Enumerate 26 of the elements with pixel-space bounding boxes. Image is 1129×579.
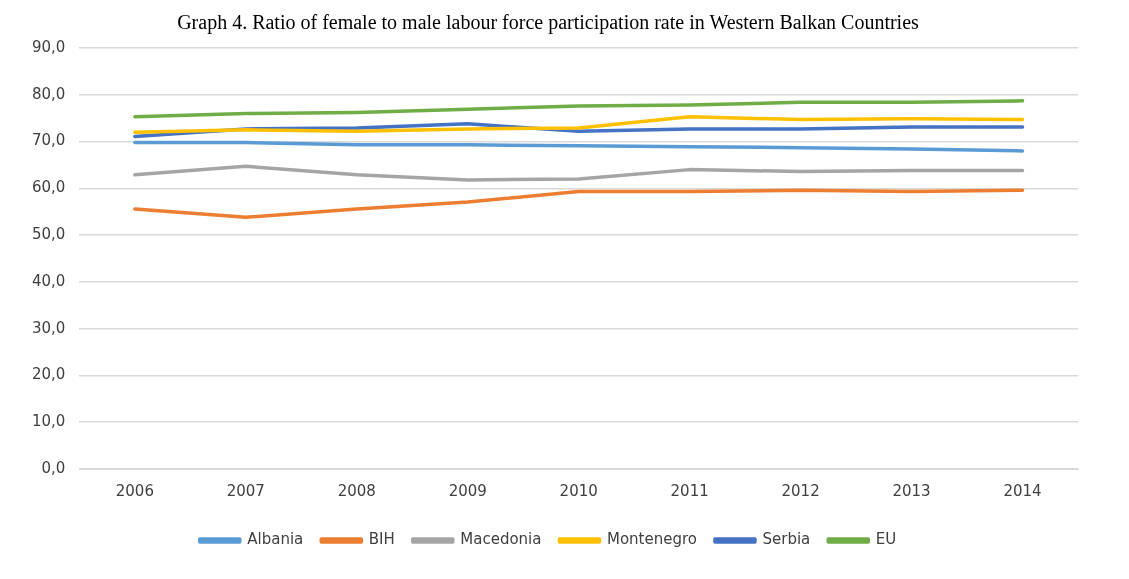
x-tick-label: 2008 — [337, 481, 376, 500]
y-tick-label: 0,0 — [41, 458, 66, 477]
chart-title: Graph 4. Ratio of female to male labour force participation rate in Western Balkan Countries — [177, 11, 920, 35]
x-tick-label: 2007 — [226, 481, 265, 500]
legend-label: Serbia — [762, 530, 811, 549]
y-tick-label: 10,0 — [31, 412, 66, 431]
x-tick-label: 2014 — [1003, 481, 1042, 500]
x-tick-label: 2006 — [115, 481, 154, 500]
x-tick-label: 2011 — [670, 481, 709, 500]
x-tick-label: 2010 — [559, 481, 598, 500]
y-tick-label: 70,0 — [31, 131, 66, 150]
x-tick-label: 2009 — [448, 481, 487, 500]
legend-label: Macedonia — [460, 530, 542, 549]
y-tick-label: 40,0 — [31, 271, 66, 290]
y-tick-label: 60,0 — [31, 178, 66, 197]
y-tick-label: 80,0 — [31, 84, 66, 103]
y-tick-label: 90,0 — [31, 37, 66, 56]
y-tick-label: 20,0 — [31, 365, 66, 384]
x-tick-label: 2013 — [892, 481, 931, 500]
legend-label: Montenegro — [606, 530, 697, 549]
legend-label: BIH — [368, 530, 395, 549]
x-tick-label: 2012 — [781, 481, 820, 500]
legend-label: Albania — [247, 530, 304, 549]
y-tick-label: 30,0 — [31, 318, 66, 337]
y-tick-label: 50,0 — [31, 225, 66, 243]
legend-label: EU — [875, 530, 897, 549]
